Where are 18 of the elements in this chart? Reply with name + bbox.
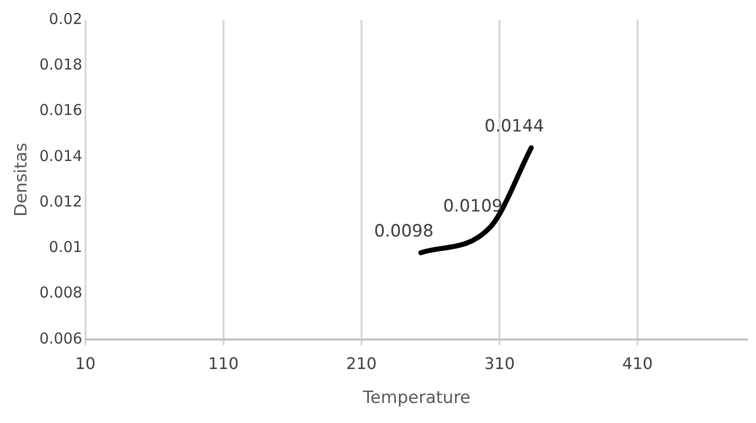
y-axis-title: Densitas [12, 142, 32, 217]
x-tick-label: 110 [208, 354, 239, 374]
y-tick-label: 0.016 [39, 101, 82, 120]
x-tick-label: 210 [346, 354, 377, 374]
y-tick-label: 0.006 [39, 329, 82, 348]
x-tick-label: 10 [75, 354, 96, 374]
y-tick-label: 0.008 [39, 284, 82, 302]
data-label: 0.0098 [374, 222, 434, 242]
x-tick-label: 410 [622, 354, 653, 374]
y-tick-label: 0.018 [39, 56, 82, 74]
y-tick-label: 0.02 [48, 10, 82, 28]
y-tick-label: 0.014 [39, 146, 82, 165]
y-tick-label: 0.012 [39, 192, 82, 210]
data-label: 0.0109 [443, 196, 503, 217]
y-tick-label: 0.01 [48, 238, 82, 256]
data-label: 0.0144 [484, 116, 544, 137]
x-tick-label: 310 [484, 354, 515, 374]
x-axis-title: Temperature [362, 388, 471, 408]
